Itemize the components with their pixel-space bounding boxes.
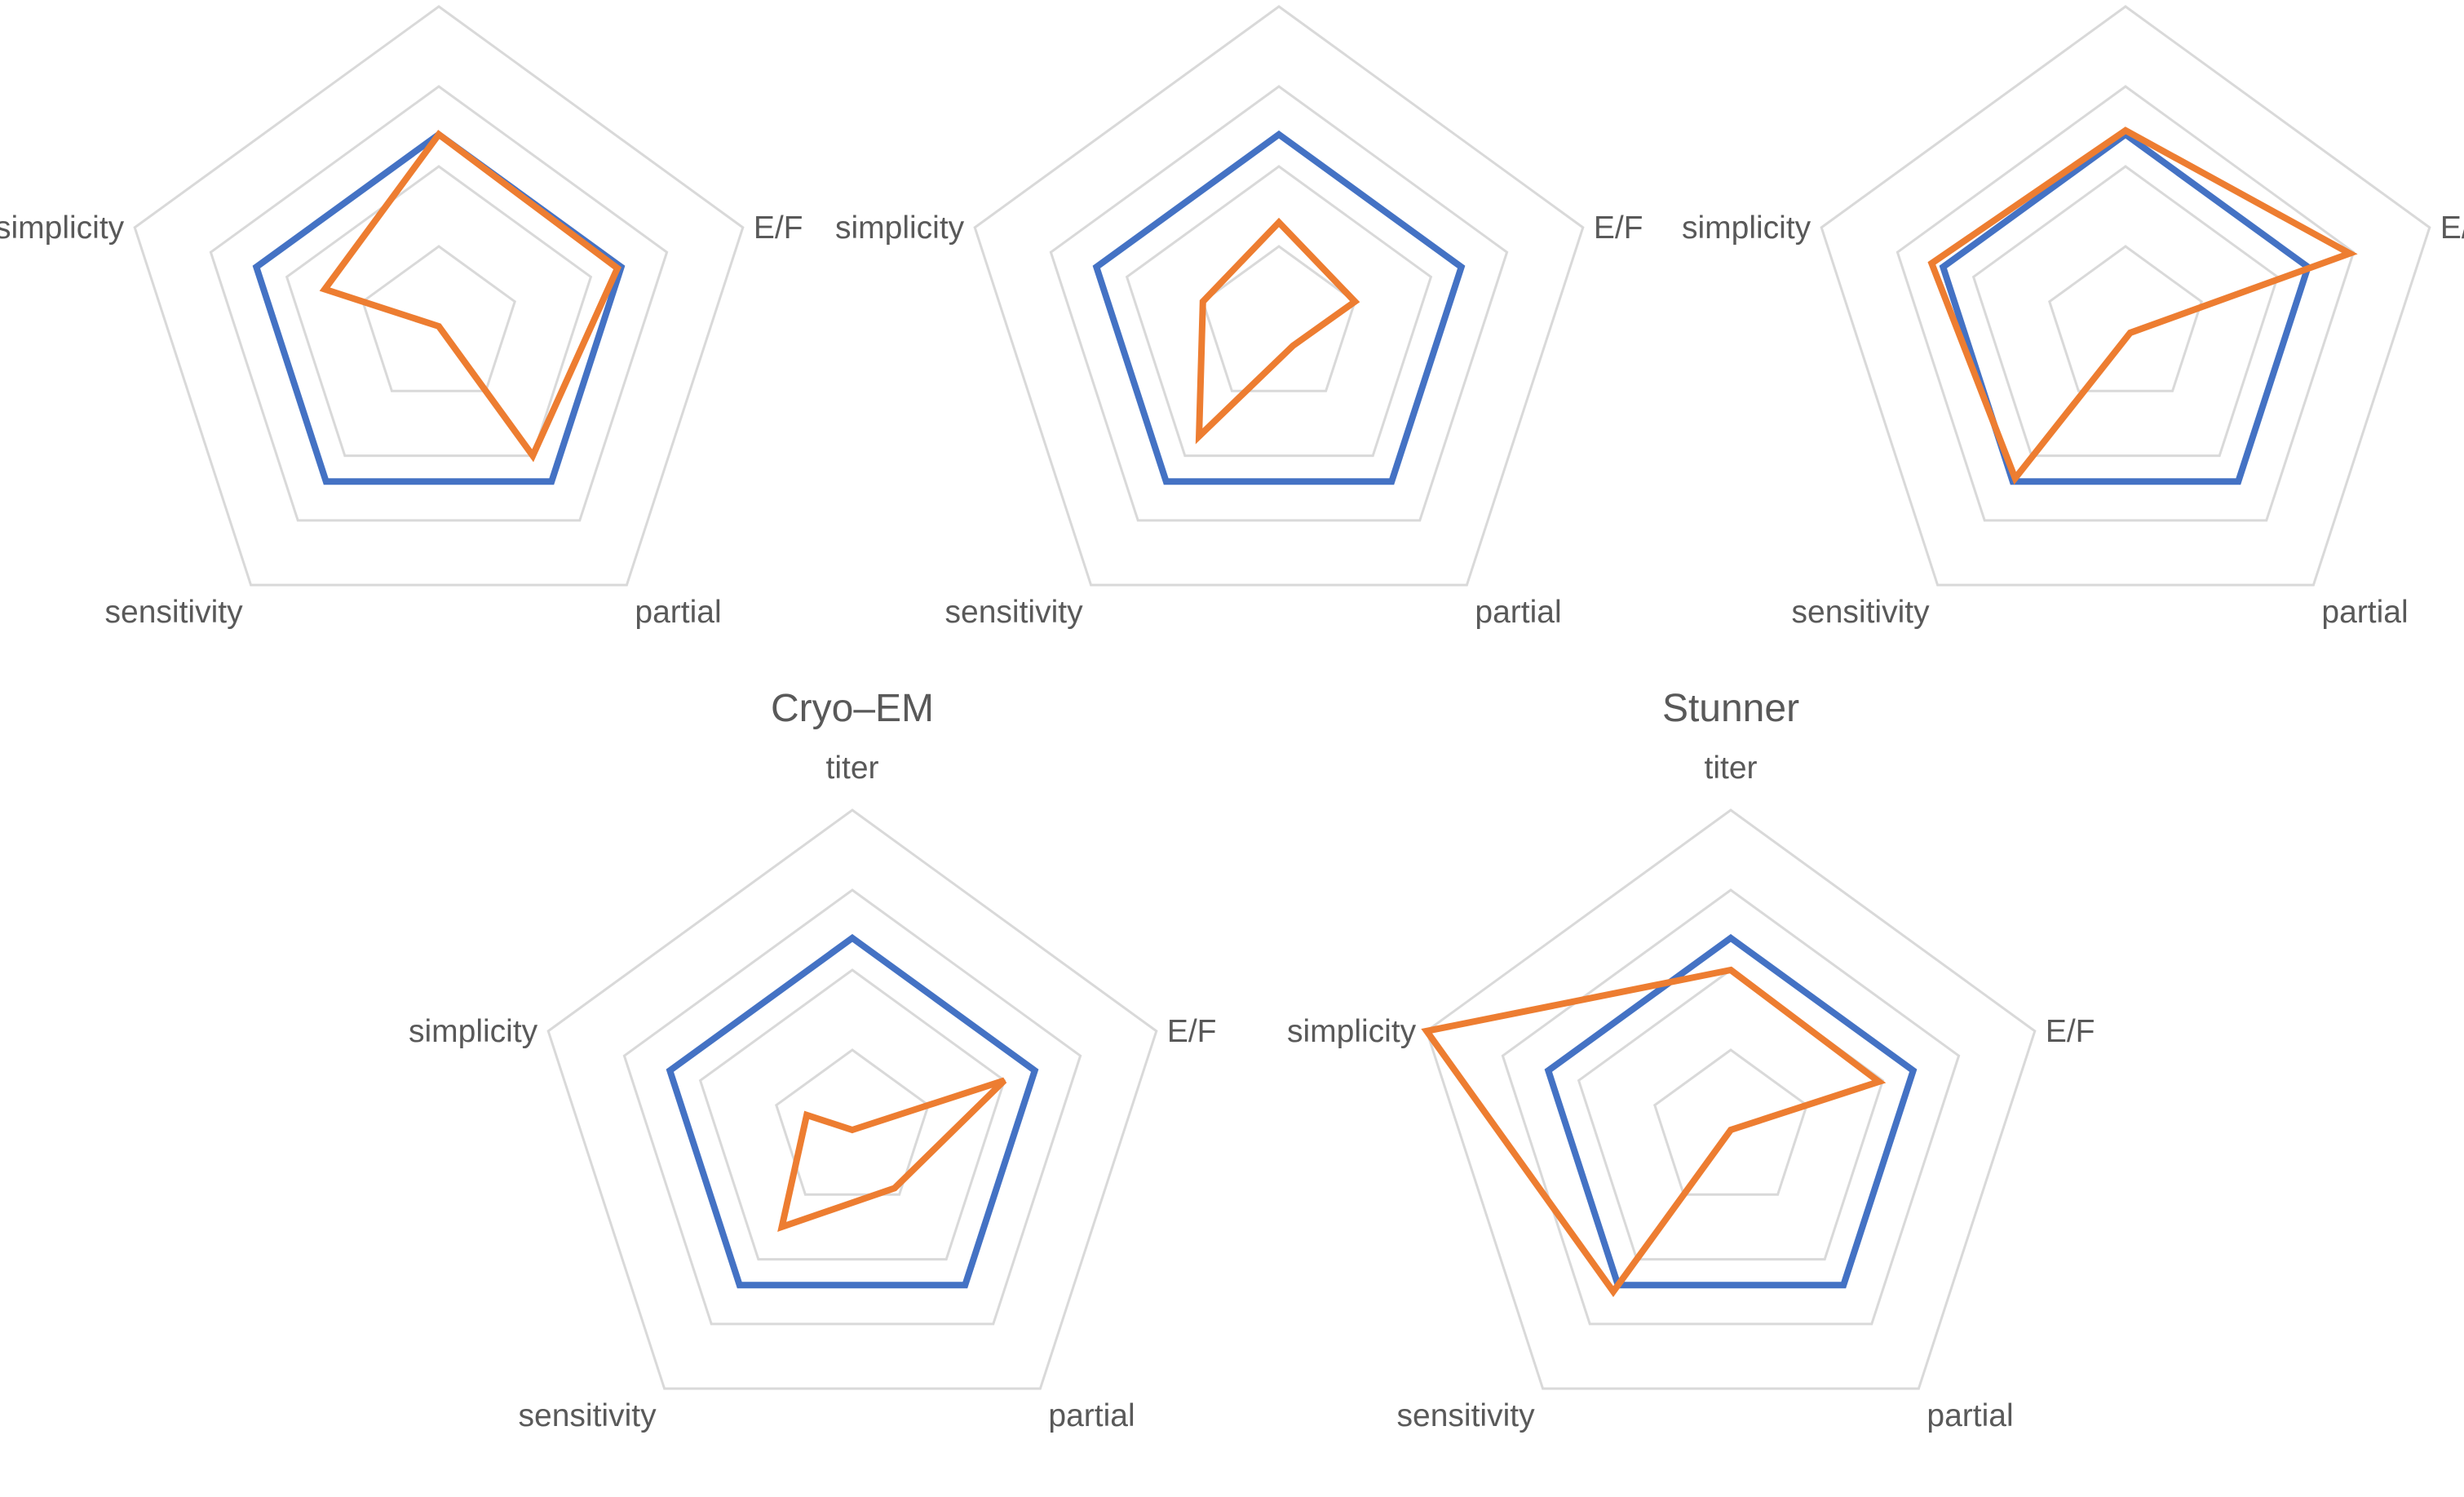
axis-label-sensitivity: sensitivity xyxy=(105,595,244,630)
chart-title: Stunner xyxy=(1662,687,1799,730)
grid-ring-3 xyxy=(209,85,669,522)
method-series xyxy=(777,1077,1007,1233)
reference-series xyxy=(666,933,1039,1289)
axis-label-e-f: E/F xyxy=(1167,1014,1217,1049)
grid-ring-2 xyxy=(1971,165,2280,458)
axis-label-simplicity: simplicity xyxy=(1682,210,1812,246)
grid-ring-4 xyxy=(546,808,1158,1390)
grid-ring-1 xyxy=(361,245,516,392)
radar-panel-qpcr-elisa: qPCR–ELISAtiterE/Fpartialsensitivitysimp… xyxy=(835,5,1643,630)
axis-label-partial: partial xyxy=(1048,1398,1135,1433)
axis-label-simplicity: simplicity xyxy=(835,210,965,246)
grid-ring-3 xyxy=(1501,888,1961,1326)
grid-ring-4 xyxy=(133,5,745,587)
grid-ring-3 xyxy=(1896,85,2356,522)
axis-label-e-f: E/F xyxy=(754,210,803,246)
grid-ring-1 xyxy=(1653,1048,1808,1196)
axis-label-simplicity: simplicity xyxy=(409,1014,538,1049)
axis-label-sensitivity: sensitivity xyxy=(1397,1398,1536,1433)
grid-ring-1 xyxy=(775,1048,930,1196)
radar-panel-sec-mals: SEC–MALStiterE/Fpartialsensitivitysimpli… xyxy=(1682,5,2464,630)
axis-label-partial: partial xyxy=(1475,595,1561,630)
axis-label-simplicity: simplicity xyxy=(0,210,125,246)
reference-series xyxy=(1939,130,2312,485)
axis-label-simplicity: simplicity xyxy=(1287,1014,1417,1049)
reference-series xyxy=(1544,933,1918,1289)
method-series xyxy=(319,130,622,463)
method-series xyxy=(1927,126,2358,485)
chart-title: Cryo–EM xyxy=(771,687,934,730)
axis-label-partial: partial xyxy=(1927,1398,2013,1433)
axis-label-titer: titer xyxy=(825,751,878,786)
grid-ring-3 xyxy=(622,888,1082,1326)
axis-label-e-f: E/F xyxy=(2046,1014,2095,1049)
axis-label-e-f: E/F xyxy=(2440,210,2464,246)
grid-ring-2 xyxy=(1125,165,1433,458)
reference-series xyxy=(252,130,626,485)
axis-label-partial: partial xyxy=(2321,595,2408,630)
grid-ring-2 xyxy=(285,165,593,458)
grid-ring-4 xyxy=(1425,808,2037,1390)
reference-series xyxy=(1092,130,1466,485)
grid-ring-4 xyxy=(973,5,1585,587)
axis-label-sensitivity: sensitivity xyxy=(1792,595,1931,630)
axis-label-sensitivity: sensitivity xyxy=(519,1398,657,1433)
radar-panel-cryo-em: Cryo–EM titer E/F partial sensitivity simplic… xyxy=(409,687,1216,1433)
radar-panel-stunner: Stunner titer E/F partial sensitivity simplic… xyxy=(1287,687,2095,1433)
axis-label-sensitivity: sensitivity xyxy=(945,595,1084,630)
grid-ring-1 xyxy=(2048,245,2203,392)
grid-ring-3 xyxy=(1049,85,1509,522)
method-series xyxy=(1195,217,1360,445)
grid-ring-4 xyxy=(1820,5,2431,587)
axis-label-partial: partial xyxy=(635,595,721,630)
grid-ring-2 xyxy=(698,968,1006,1261)
method-series xyxy=(1421,966,1887,1298)
axis-label-e-f: E/F xyxy=(1594,210,1643,246)
axis-label-titer: titer xyxy=(1704,751,1757,786)
